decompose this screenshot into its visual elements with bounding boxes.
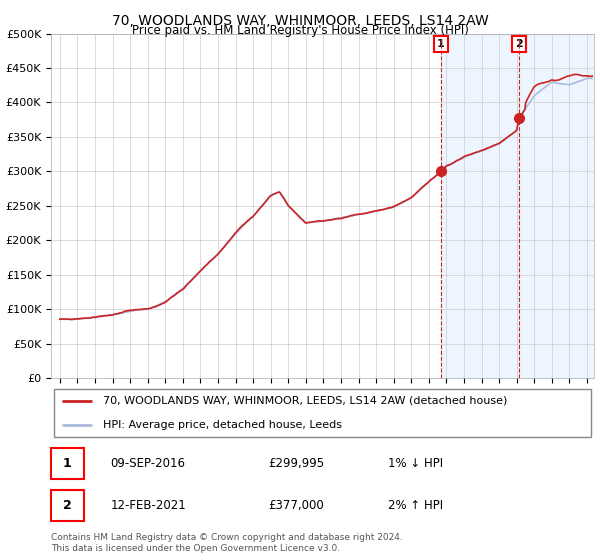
Text: 1: 1 — [437, 39, 445, 49]
Text: Contains HM Land Registry data © Crown copyright and database right 2024.
This d: Contains HM Land Registry data © Crown c… — [51, 533, 403, 553]
Text: 70, WOODLANDS WAY, WHINMOOR, LEEDS, LS14 2AW: 70, WOODLANDS WAY, WHINMOOR, LEEDS, LS14… — [112, 14, 488, 28]
FancyBboxPatch shape — [54, 389, 591, 437]
Text: HPI: Average price, detached house, Leeds: HPI: Average price, detached house, Leed… — [103, 420, 341, 430]
Text: Price paid vs. HM Land Registry's House Price Index (HPI): Price paid vs. HM Land Registry's House … — [131, 24, 469, 37]
Text: 12-FEB-2021: 12-FEB-2021 — [111, 499, 187, 512]
FancyBboxPatch shape — [51, 489, 83, 521]
Text: £377,000: £377,000 — [268, 499, 324, 512]
Text: 70, WOODLANDS WAY, WHINMOOR, LEEDS, LS14 2AW (detached house): 70, WOODLANDS WAY, WHINMOOR, LEEDS, LS14… — [103, 396, 507, 406]
Text: 2: 2 — [515, 39, 523, 49]
Text: 1: 1 — [63, 457, 71, 470]
FancyBboxPatch shape — [51, 447, 83, 479]
Text: 09-SEP-2016: 09-SEP-2016 — [111, 457, 186, 470]
Text: 1% ↓ HPI: 1% ↓ HPI — [388, 457, 443, 470]
Text: 2: 2 — [63, 499, 71, 512]
Text: 2% ↑ HPI: 2% ↑ HPI — [388, 499, 443, 512]
Bar — [441, 34, 600, 378]
Text: £299,995: £299,995 — [268, 457, 325, 470]
